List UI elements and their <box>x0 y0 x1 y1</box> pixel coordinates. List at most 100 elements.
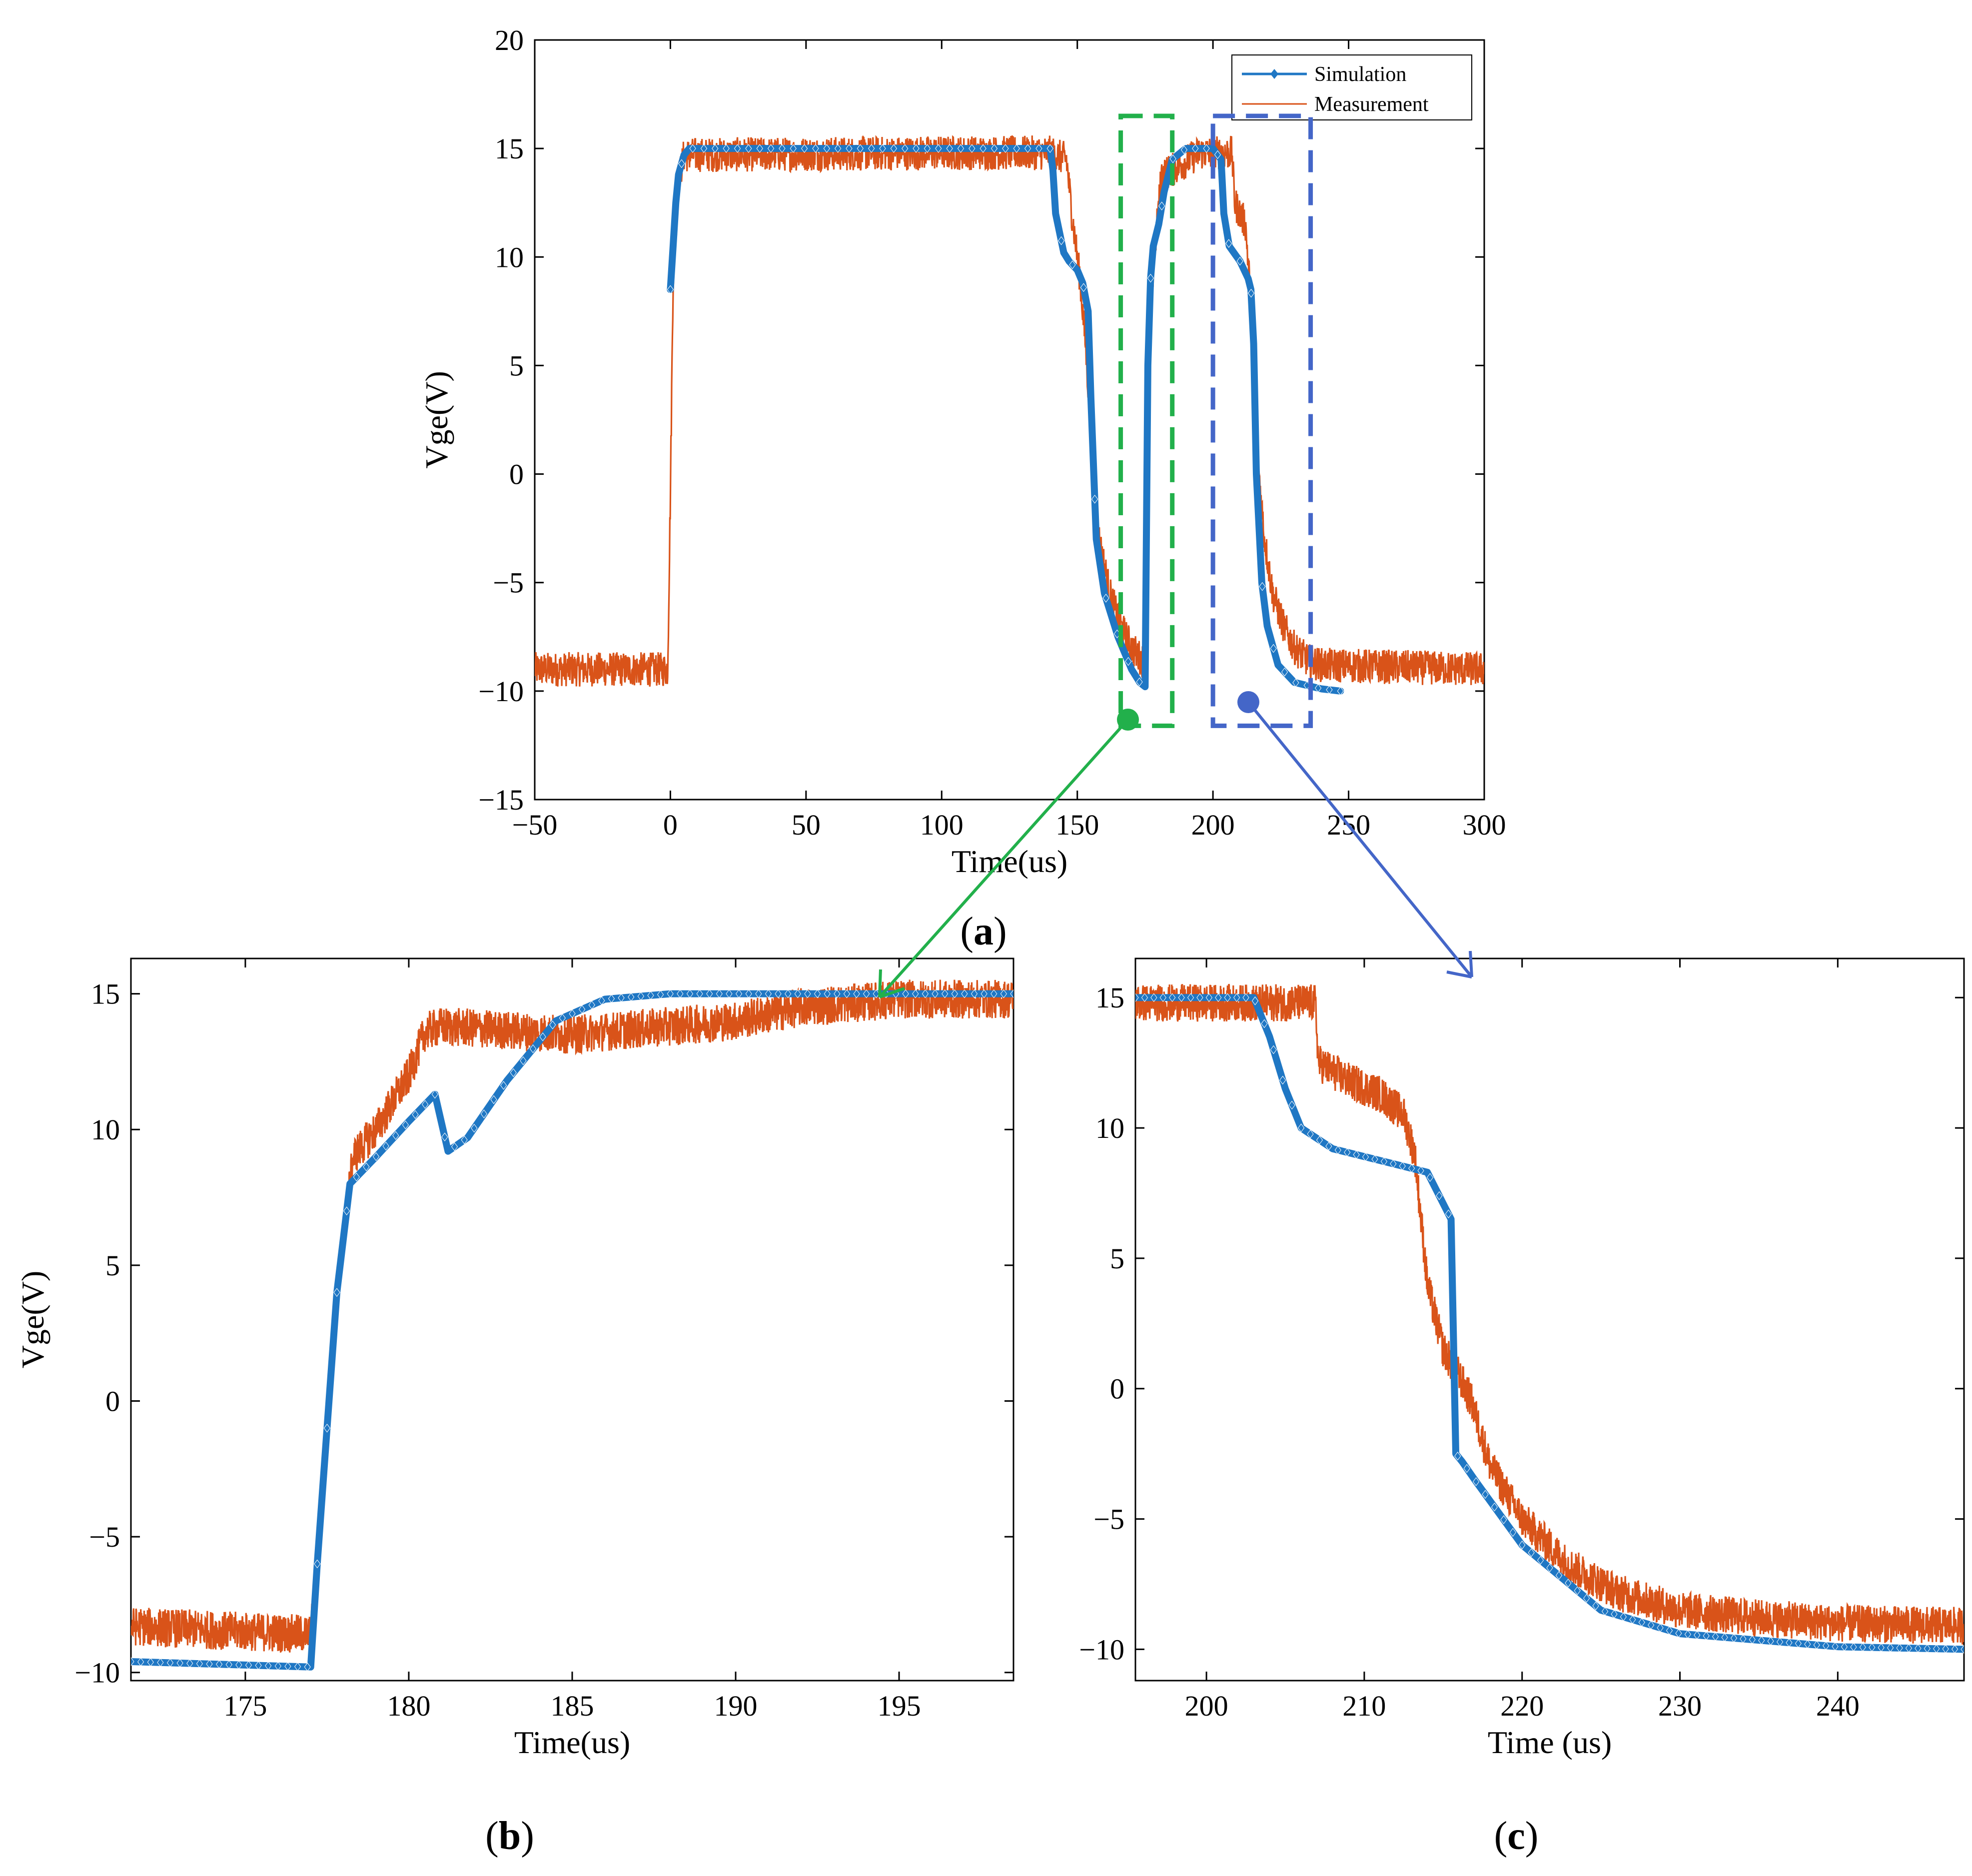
y-tick-label-c: 15 <box>1095 981 1124 1014</box>
simulation-marker-b <box>1010 989 1013 998</box>
simulation-marker-b <box>471 1123 478 1133</box>
series-measurement-c <box>1135 983 1964 1645</box>
simulation-marker-c <box>1574 1586 1581 1595</box>
y-tick-label-b: 5 <box>105 1249 120 1282</box>
y-tick-label-a: 5 <box>509 349 524 382</box>
simulation-marker-a <box>1292 678 1299 688</box>
y-tick-label-c: 0 <box>1110 1373 1124 1405</box>
simulation-marker-a <box>1259 582 1266 591</box>
simulation-marker-a <box>745 144 752 153</box>
simulation-marker-c <box>1426 1173 1434 1182</box>
simulation-marker-c <box>1555 1571 1563 1580</box>
panel-label-open-a: ( <box>960 910 974 953</box>
simulation-marker-b <box>657 990 664 999</box>
legend-label-measurement: Measurement <box>1314 93 1429 116</box>
legend-box <box>1231 54 1472 120</box>
simulation-marker-a <box>700 144 708 153</box>
simulation-marker-a <box>1203 144 1210 153</box>
x-axis-label-b: Time(us) <box>514 1725 630 1760</box>
simulation-marker-b <box>667 989 674 998</box>
chart-a: −50050100150200250300−15−10−505101520Tim… <box>419 24 1506 879</box>
simulation-marker-c <box>1159 993 1166 1002</box>
simulation-marker-b <box>912 989 919 998</box>
x-tick-label-c: 240 <box>1816 1690 1860 1722</box>
y-axis-label-a: Vge(V) <box>419 371 454 468</box>
simulation-marker-b <box>578 1004 586 1014</box>
simulation-marker-b <box>637 991 644 1001</box>
simulation-marker-c <box>1592 1601 1599 1611</box>
simulation-marker-c <box>1408 1164 1415 1173</box>
simulation-marker-a <box>890 144 898 153</box>
simulation-marker-b <box>500 1081 507 1090</box>
simulation-marker-c <box>1869 1643 1876 1652</box>
y-tick-label-c: −10 <box>1079 1633 1124 1666</box>
simulation-marker-b <box>716 989 723 998</box>
simulation-marker-b <box>372 1152 380 1161</box>
simulation-marker-a <box>835 144 842 153</box>
simulation-marker-a <box>1102 594 1109 603</box>
simulation-marker-c <box>1463 1464 1470 1473</box>
simulation-marker-c <box>1638 1618 1645 1627</box>
chart-b: 175 180 185 190 195 −10 −5 0 5 10 15 Time(us) Vge(V) <box>15 957 1014 1760</box>
simulation-marker-a <box>1281 667 1288 677</box>
simulation-marker-c <box>1905 1644 1913 1653</box>
simulation-marker-a <box>879 144 886 153</box>
simulation-marker-a <box>1013 144 1020 153</box>
simulation-marker-b <box>196 1659 203 1668</box>
simulation-marker-b <box>824 989 831 998</box>
simulation-marker-a <box>1069 260 1076 269</box>
simulation-marker-c <box>1325 1141 1332 1151</box>
y-tick-label-a: −15 <box>478 784 524 816</box>
series-simulation-c <box>1135 994 1964 1653</box>
simulation-marker-c <box>1795 1639 1802 1648</box>
simulation-marker-a <box>1314 684 1322 693</box>
x-tick-label-a: 150 <box>1055 809 1099 841</box>
simulation-marker-c <box>1380 1157 1388 1166</box>
simulation-marker-a <box>678 159 685 168</box>
simulation-marker-a <box>990 144 998 153</box>
x-tick-label-b: 175 <box>223 1690 267 1722</box>
simulation-marker-b <box>206 1659 213 1669</box>
simulation-marker-b <box>176 1659 183 1668</box>
simulation-marker-b <box>569 1009 576 1018</box>
simulation-marker-c <box>1924 1644 1931 1653</box>
simulation-marker-a <box>1080 283 1087 292</box>
panel-label-letter-a: a <box>974 910 993 953</box>
simulation-marker-a <box>1180 145 1188 154</box>
simulation-marker-a <box>1091 495 1098 504</box>
simulation-marker-a <box>1035 144 1042 153</box>
y-tick-label-b: −5 <box>89 1521 120 1553</box>
simulation-marker-a <box>1236 256 1243 266</box>
simulation-marker-a <box>1214 150 1221 159</box>
simulation-marker-b <box>1000 989 1007 998</box>
simulation-marker-c <box>1196 993 1203 1002</box>
simulation-marker-b <box>255 1661 262 1670</box>
simulation-marker-a <box>1247 288 1255 298</box>
simulation-marker-c <box>1730 1634 1738 1643</box>
simulation-marker-c <box>1141 993 1148 1002</box>
simulation-marker-b <box>157 1658 164 1667</box>
y-tick-label-a: 20 <box>495 24 524 56</box>
panel-label-open-c: ( <box>1494 1814 1508 1858</box>
simulation-marker-c <box>1519 1540 1526 1550</box>
simulation-marker-c <box>1472 1477 1480 1486</box>
simulation-marker-c <box>1786 1638 1793 1647</box>
simulation-marker-a <box>913 144 920 153</box>
simulation-marker-c <box>1187 993 1194 1002</box>
simulation-marker-b <box>323 1423 331 1433</box>
simulation-marker-c <box>1776 1637 1784 1647</box>
simulation-marker-c <box>1859 1643 1866 1652</box>
zoom-box-blue <box>1210 113 1313 728</box>
panel-label-close-b: ) <box>521 1814 534 1858</box>
simulation-marker-c <box>1528 1548 1535 1557</box>
simulation-marker-c <box>1307 1129 1314 1139</box>
x-tick-label-a: 200 <box>1191 809 1235 841</box>
simulation-marker-b <box>304 1662 311 1672</box>
series-group-c <box>1135 983 1964 1654</box>
simulation-marker-a <box>969 144 976 153</box>
simulation-marker-a <box>957 144 965 153</box>
simulation-marker-a <box>935 144 942 153</box>
simulation-marker-a <box>801 144 808 153</box>
simulation-marker-b <box>814 989 821 998</box>
y-tick-label-a: −5 <box>493 567 524 599</box>
